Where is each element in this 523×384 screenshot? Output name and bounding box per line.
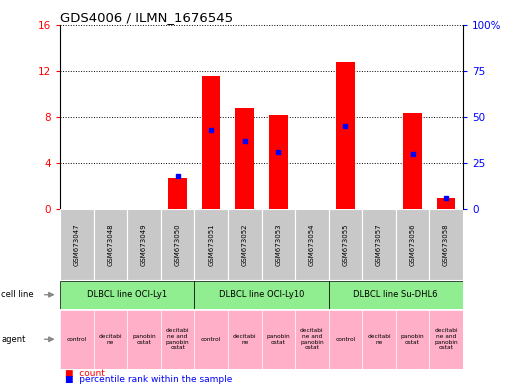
Text: GSM673047: GSM673047 <box>74 223 80 266</box>
Text: GSM673048: GSM673048 <box>108 223 113 266</box>
Bar <box>228 209 262 280</box>
Text: DLBCL line OCI-Ly10: DLBCL line OCI-Ly10 <box>219 290 304 299</box>
Text: GSM673054: GSM673054 <box>309 223 315 266</box>
Bar <box>269 115 288 209</box>
Text: agent: agent <box>1 335 26 344</box>
Text: GSM673052: GSM673052 <box>242 223 248 266</box>
Text: DLBCL line OCI-Ly1: DLBCL line OCI-Ly1 <box>87 290 167 299</box>
Bar <box>362 310 396 369</box>
Bar <box>295 310 328 369</box>
Text: cell line: cell line <box>1 290 33 299</box>
Bar <box>437 198 456 209</box>
Text: decitabi
ne: decitabi ne <box>99 334 122 345</box>
Text: GSM673058: GSM673058 <box>443 223 449 266</box>
Bar <box>328 310 362 369</box>
Bar <box>202 76 220 209</box>
Text: ■  percentile rank within the sample: ■ percentile rank within the sample <box>65 375 233 384</box>
Text: control: control <box>335 337 356 342</box>
Bar <box>60 209 94 280</box>
Bar <box>328 209 362 280</box>
Text: GSM673053: GSM673053 <box>275 223 281 266</box>
Bar <box>94 310 127 369</box>
Text: panobin
ostat: panobin ostat <box>132 334 156 345</box>
Bar <box>336 62 355 209</box>
Text: GSM673051: GSM673051 <box>208 223 214 266</box>
Bar <box>429 310 463 369</box>
Bar <box>168 178 187 209</box>
Bar <box>60 310 94 369</box>
Bar <box>195 310 228 369</box>
Bar <box>94 209 127 280</box>
Text: GDS4006 / ILMN_1676545: GDS4006 / ILMN_1676545 <box>60 11 233 24</box>
Text: decitabi
ne and
panobin
ostat: decitabi ne and panobin ostat <box>300 328 324 351</box>
Text: control: control <box>201 337 221 342</box>
Text: GSM673055: GSM673055 <box>343 223 348 266</box>
Bar <box>195 281 328 309</box>
Text: DLBCL line Su-DHL6: DLBCL line Su-DHL6 <box>354 290 438 299</box>
Bar <box>403 113 422 209</box>
Bar <box>362 209 396 280</box>
Bar <box>295 209 328 280</box>
Bar <box>161 310 195 369</box>
Text: panobin
ostat: panobin ostat <box>266 334 290 345</box>
Bar <box>429 209 463 280</box>
Bar <box>262 310 295 369</box>
Bar <box>60 281 195 309</box>
Bar <box>161 209 195 280</box>
Text: ■  count: ■ count <box>65 369 105 378</box>
Text: GSM673057: GSM673057 <box>376 223 382 266</box>
Text: decitabi
ne: decitabi ne <box>233 334 257 345</box>
Bar <box>228 310 262 369</box>
Bar <box>396 310 429 369</box>
Bar <box>328 281 463 309</box>
Text: decitabi
ne and
panobin
ostat: decitabi ne and panobin ostat <box>166 328 189 351</box>
Text: control: control <box>67 337 87 342</box>
Bar <box>127 310 161 369</box>
Text: GSM673049: GSM673049 <box>141 223 147 266</box>
Bar <box>235 108 254 209</box>
Bar <box>127 209 161 280</box>
Bar <box>262 209 295 280</box>
Text: decitabi
ne and
panobin
ostat: decitabi ne and panobin ostat <box>434 328 458 351</box>
Text: GSM673050: GSM673050 <box>175 223 180 266</box>
Bar <box>195 209 228 280</box>
Text: panobin
ostat: panobin ostat <box>401 334 424 345</box>
Text: GSM673056: GSM673056 <box>410 223 415 266</box>
Text: decitabi
ne: decitabi ne <box>367 334 391 345</box>
Bar <box>396 209 429 280</box>
